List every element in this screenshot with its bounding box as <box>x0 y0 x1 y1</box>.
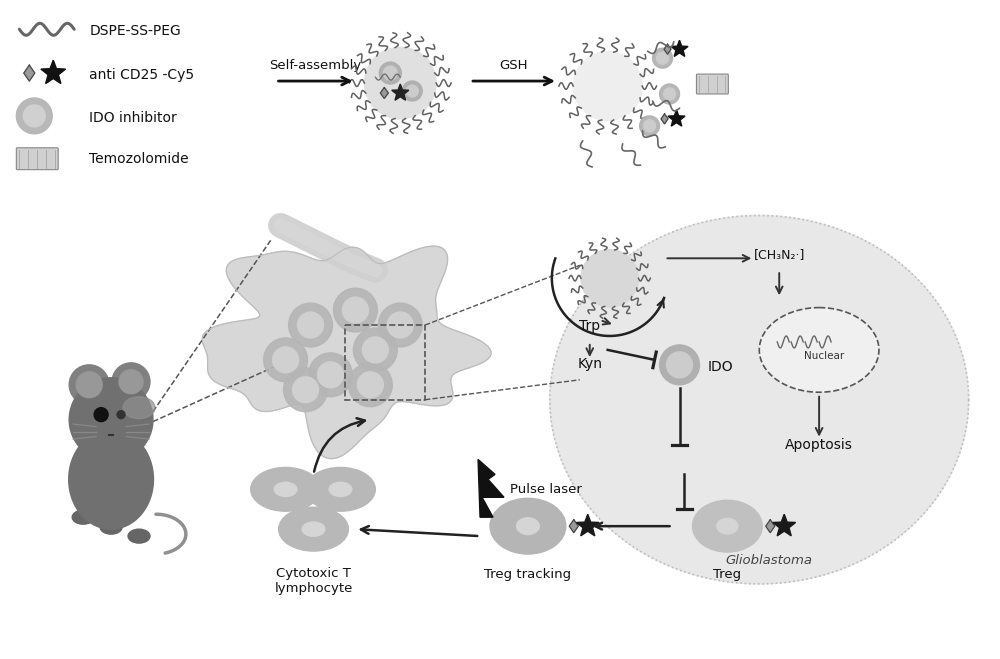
Circle shape <box>318 362 343 387</box>
Ellipse shape <box>306 467 375 511</box>
Circle shape <box>273 347 299 373</box>
Circle shape <box>383 66 397 80</box>
Circle shape <box>342 297 368 323</box>
Bar <box>345 325 425 400</box>
Circle shape <box>94 408 108 422</box>
Text: GSH: GSH <box>500 59 528 72</box>
Circle shape <box>119 370 143 393</box>
Text: Pulse laser: Pulse laser <box>510 483 582 496</box>
Polygon shape <box>773 514 796 536</box>
Polygon shape <box>41 60 66 84</box>
Polygon shape <box>664 44 671 54</box>
Circle shape <box>76 372 102 398</box>
Circle shape <box>357 372 383 398</box>
Text: IDO inhibitor: IDO inhibitor <box>89 111 177 125</box>
Polygon shape <box>661 114 668 124</box>
Circle shape <box>402 81 422 101</box>
Circle shape <box>644 120 656 132</box>
Polygon shape <box>24 65 35 81</box>
Ellipse shape <box>274 482 297 496</box>
Ellipse shape <box>517 518 539 534</box>
FancyBboxPatch shape <box>696 74 728 94</box>
Circle shape <box>364 47 436 119</box>
Circle shape <box>353 328 397 372</box>
Circle shape <box>293 377 319 403</box>
Circle shape <box>16 98 52 134</box>
Circle shape <box>298 312 323 338</box>
Circle shape <box>284 368 327 412</box>
Ellipse shape <box>72 510 94 524</box>
Text: Nuclear: Nuclear <box>804 351 844 361</box>
Ellipse shape <box>329 482 352 496</box>
Circle shape <box>653 48 673 68</box>
Text: Cytotoxic T
lymphocyte: Cytotoxic T lymphocyte <box>274 567 353 595</box>
Circle shape <box>69 365 109 405</box>
Ellipse shape <box>759 308 879 392</box>
Text: Trp: Trp <box>579 319 600 333</box>
Text: Treg: Treg <box>713 568 741 581</box>
Circle shape <box>362 337 388 363</box>
Circle shape <box>23 105 45 127</box>
Text: anti CD25 -Cy5: anti CD25 -Cy5 <box>89 68 194 82</box>
Ellipse shape <box>123 397 155 418</box>
Circle shape <box>660 345 699 385</box>
Circle shape <box>112 363 150 401</box>
Polygon shape <box>766 520 775 532</box>
Polygon shape <box>392 84 409 100</box>
Circle shape <box>387 312 413 338</box>
Circle shape <box>378 303 422 347</box>
Ellipse shape <box>302 522 325 536</box>
Circle shape <box>667 352 692 378</box>
Text: [CH₃N₂·]: [CH₃N₂·] <box>754 248 805 262</box>
Text: Kyn: Kyn <box>577 357 602 371</box>
Ellipse shape <box>692 500 762 552</box>
Circle shape <box>348 363 392 407</box>
Text: Treg tracking: Treg tracking <box>484 568 571 581</box>
Ellipse shape <box>490 498 566 554</box>
Ellipse shape <box>251 467 320 511</box>
Circle shape <box>581 250 638 307</box>
Circle shape <box>406 85 418 97</box>
Circle shape <box>69 378 153 461</box>
Polygon shape <box>380 88 388 98</box>
Circle shape <box>660 84 680 104</box>
Text: IDO: IDO <box>707 360 733 374</box>
Circle shape <box>264 338 308 382</box>
Circle shape <box>640 116 660 136</box>
Ellipse shape <box>100 520 122 534</box>
Text: DSPE-SS-PEG: DSPE-SS-PEG <box>89 24 181 38</box>
Circle shape <box>289 303 332 347</box>
Text: Apoptosis: Apoptosis <box>785 438 853 453</box>
Text: Self-assembly: Self-assembly <box>269 59 362 72</box>
Ellipse shape <box>128 529 150 543</box>
Polygon shape <box>671 40 688 57</box>
Circle shape <box>657 52 669 64</box>
FancyBboxPatch shape <box>16 148 58 169</box>
Polygon shape <box>668 110 685 126</box>
Ellipse shape <box>717 519 738 534</box>
Ellipse shape <box>550 215 969 584</box>
Ellipse shape <box>69 430 153 529</box>
Polygon shape <box>478 459 504 517</box>
Polygon shape <box>569 520 578 532</box>
Ellipse shape <box>279 507 348 551</box>
Circle shape <box>664 88 676 100</box>
Circle shape <box>309 353 352 397</box>
Text: Glioblastoma: Glioblastoma <box>726 554 813 567</box>
Circle shape <box>379 62 401 84</box>
Text: Temozolomide: Temozolomide <box>89 152 189 165</box>
Circle shape <box>573 51 642 121</box>
Circle shape <box>117 411 125 418</box>
Circle shape <box>333 288 377 332</box>
Polygon shape <box>576 514 599 536</box>
Polygon shape <box>202 246 491 459</box>
